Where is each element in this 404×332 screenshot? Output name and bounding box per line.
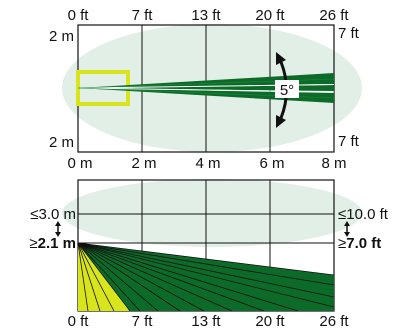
side-right-lower-prefix: ≥ xyxy=(338,235,346,252)
side-right-upper-label: ≤10.0 ft xyxy=(338,206,389,223)
side-left-lower-value: 2.1 m xyxy=(38,235,76,252)
top-beam-upper xyxy=(78,73,334,88)
top-ft-label: 26 ft xyxy=(319,7,349,24)
top-m-label: 2 m xyxy=(131,155,156,172)
side-beam-lines xyxy=(77,242,335,312)
side-right-lower-label: ≥7.0 ft xyxy=(338,235,381,252)
side-view: ≤3.0 m ≥2.1 m ≤10.0 ft ≥7.0 ft 0 ft 7 ft… xyxy=(29,179,389,330)
top-m-label: 6 m xyxy=(259,155,284,172)
top-m-label: 0 m xyxy=(67,155,92,172)
side-left-upper-label: ≤3.0 m xyxy=(30,206,76,223)
top-ft-label: 20 ft xyxy=(255,7,285,24)
top-m-label: 4 m xyxy=(195,155,220,172)
top-ft-label: 7 ft xyxy=(132,7,154,24)
side-ft-label: 20 ft xyxy=(255,313,285,330)
top-beam-center xyxy=(78,85,334,91)
side-beam-fan xyxy=(78,243,334,311)
top-left-upper-label: 2 m xyxy=(49,28,74,45)
side-ft-label: 13 ft xyxy=(191,313,221,330)
side-ft-label: 7 ft xyxy=(132,313,154,330)
vertical-double-arrow-icon xyxy=(55,221,61,237)
top-left-lower-label: 2 m xyxy=(49,134,74,151)
vertical-double-arrow-icon xyxy=(344,221,350,237)
top-ft-label: 0 ft xyxy=(68,7,90,24)
top-right-upper-label: 7 ft xyxy=(338,25,360,42)
side-ft-label: 26 ft xyxy=(319,313,349,330)
side-left-lower-label: ≥2.1 m xyxy=(29,235,76,252)
side-coverage-area xyxy=(62,179,362,247)
top-right-lower-label: 7 ft xyxy=(338,133,360,150)
top-view: 5° 0 ft 7 ft 13 ft 20 ft 26 ft 2 m 2 m 7… xyxy=(49,7,362,172)
top-beam-lower xyxy=(78,88,334,103)
angle-label: 5° xyxy=(280,82,294,99)
angle-label-bg xyxy=(275,80,299,98)
side-left-lower-prefix: ≥ xyxy=(29,235,37,252)
side-beams xyxy=(77,242,335,312)
top-ft-label: 13 ft xyxy=(191,7,221,24)
side-right-lower-value: 7.0 ft xyxy=(346,235,381,252)
top-m-label: 8 m xyxy=(321,155,346,172)
side-ft-label: 0 ft xyxy=(68,313,90,330)
